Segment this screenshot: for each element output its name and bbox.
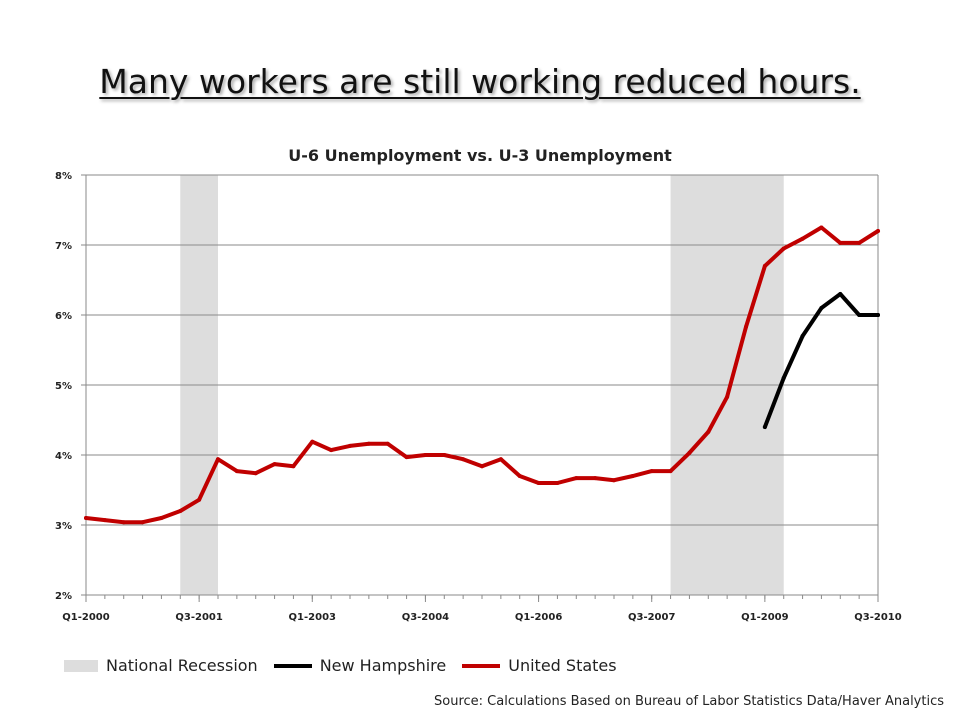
data-point-united-states [291, 464, 296, 469]
data-point-united-states [178, 509, 183, 513]
y-tick-label-8: 8% [55, 171, 72, 182]
data-point-united-states [838, 240, 843, 245]
data-point-united-states [593, 476, 598, 481]
data-point-united-states [725, 394, 730, 399]
data-point-united-states [121, 520, 126, 525]
data-point-new-hampshire [781, 376, 786, 380]
data-point-united-states [649, 469, 654, 474]
x-tick-label-Q1-2006: Q1-2006 [515, 612, 562, 623]
data-point-united-states [819, 225, 824, 230]
data-point-new-hampshire [876, 313, 880, 317]
legend-item-united-states: United States [462, 656, 617, 675]
data-point-new-hampshire [800, 334, 805, 338]
data-point-united-states [857, 240, 862, 245]
y-tick-label-6: 6% [55, 311, 72, 322]
x-tick-label-Q1-2000: Q1-2000 [62, 612, 109, 623]
series-lines [84, 225, 880, 525]
legend-swatch-united-states [462, 663, 501, 668]
data-point-united-states [216, 457, 220, 462]
data-point-new-hampshire [857, 313, 862, 317]
chart-title: U-6 Unemployment vs. U-3 Unemployment [288, 146, 672, 165]
slide-title: Many workers are still working reduced h… [99, 62, 861, 101]
data-point-united-states [385, 441, 390, 446]
data-point-united-states [517, 474, 522, 478]
data-point-united-states [781, 246, 786, 251]
y-tick-label-5: 5% [55, 381, 72, 392]
x-tick-label-Q3-2001: Q3-2001 [175, 612, 222, 623]
x-tick-label-Q1-2003: Q1-2003 [289, 612, 336, 623]
legend-item-new-hampshire: New Hampshire [273, 656, 447, 675]
chart-legend: National Recession New Hampshire United … [64, 656, 633, 675]
data-point-united-states [480, 464, 484, 469]
data-point-united-states [272, 462, 277, 467]
data-point-united-states [253, 471, 258, 476]
data-point-united-states [234, 469, 239, 474]
data-point-united-states [310, 439, 315, 444]
legend-swatch-new-hampshire [273, 663, 312, 668]
data-point-united-states [687, 450, 692, 455]
data-point-united-states [630, 474, 635, 478]
data-point-new-hampshire [762, 425, 767, 429]
legend-swatch-recession [64, 659, 98, 672]
data-point-united-states [366, 441, 371, 446]
data-point-united-states [744, 324, 748, 329]
data-point-united-states [159, 516, 164, 520]
data-point-united-states [612, 478, 616, 483]
x-tick-label-Q3-2007: Q3-2007 [628, 612, 675, 623]
data-point-united-states [498, 457, 503, 462]
data-point-united-states [329, 448, 334, 453]
data-point-united-states [555, 481, 560, 485]
data-point-united-states [800, 236, 805, 241]
data-point-united-states [423, 453, 428, 457]
data-point-new-hampshire [838, 292, 843, 296]
y-tick-label-4: 4% [55, 451, 72, 462]
x-tick-label-Q1-2009: Q1-2009 [741, 612, 788, 623]
axes [81, 174, 879, 602]
data-point-united-states [876, 229, 880, 233]
data-point-united-states [706, 429, 711, 434]
legend-label-united-states: United States [508, 656, 617, 675]
data-point-united-states [762, 264, 767, 268]
tick-labels: 2% 3% 4% 5% 6% 7% 8% Q1-2000 Q3-2001 Q1-2003 Q3-20… [55, 171, 902, 623]
source-note: Source: Calculations Based on Bureau of … [434, 694, 944, 709]
x-tick-label-Q3-2004: Q3-2004 [402, 612, 449, 623]
data-point-united-states [102, 518, 107, 523]
legend-label-recession: National Recession [106, 656, 258, 675]
legend-label-new-hampshire: New Hampshire [319, 656, 447, 675]
data-point-new-hampshire [819, 306, 824, 310]
data-point-united-states [536, 481, 541, 485]
data-point-united-states [574, 476, 579, 481]
legend-item-recession: National Recession [64, 656, 258, 675]
x-tick-label-Q3-2010: Q3-2010 [854, 612, 901, 623]
data-point-united-states [442, 453, 447, 457]
data-point-united-states [404, 455, 409, 460]
data-point-united-states [461, 457, 466, 462]
data-point-united-states [140, 520, 145, 525]
data-point-united-states [197, 497, 202, 502]
data-point-united-states [348, 443, 352, 448]
data-point-united-states [84, 516, 88, 520]
data-point-united-states [668, 469, 673, 474]
y-tick-label-2: 2% [55, 591, 72, 602]
y-tick-label-3: 3% [55, 521, 72, 532]
y-tick-label-7: 7% [55, 241, 72, 252]
